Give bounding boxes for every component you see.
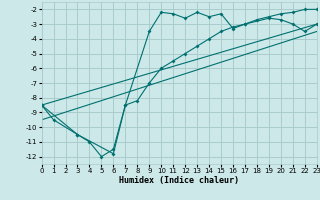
X-axis label: Humidex (Indice chaleur): Humidex (Indice chaleur) bbox=[119, 176, 239, 185]
